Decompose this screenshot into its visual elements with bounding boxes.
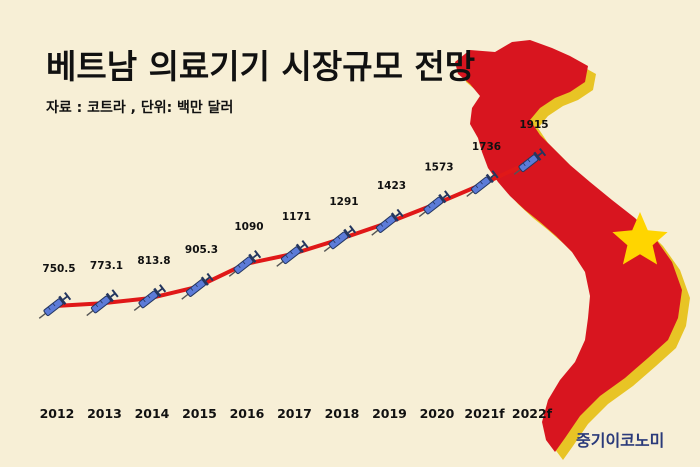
- data-label: 1291: [329, 196, 358, 208]
- data-label: 773.1: [90, 260, 123, 272]
- data-label: 1090: [234, 221, 263, 233]
- data-label: 1423: [377, 180, 406, 192]
- data-label: 750.5: [42, 263, 75, 275]
- syringe-icon: [38, 291, 72, 319]
- data-label: 905.3: [185, 244, 218, 256]
- data-label: 1736: [472, 141, 501, 153]
- data-label: 1171: [282, 211, 311, 223]
- chart-title: 베트남 의료기기 시장규모 전망: [46, 47, 475, 86]
- syringe-icon: [323, 225, 357, 253]
- x-tick-label: 2017: [277, 406, 312, 421]
- x-tick-label: 2016: [230, 406, 265, 421]
- data-label: 813.8: [137, 255, 170, 267]
- syringe-icon: [133, 284, 167, 312]
- x-tick-label: 2019: [372, 406, 407, 421]
- vietnam-map-icon: [455, 40, 690, 460]
- x-tick-label: 2018: [325, 406, 360, 421]
- data-label: 1915: [519, 119, 548, 131]
- syringe-icon: [513, 147, 547, 175]
- data-label: 1573: [424, 161, 453, 173]
- syringe-icon: [228, 250, 262, 277]
- syringe-icon: [86, 289, 119, 317]
- syringe-icon: [276, 239, 309, 267]
- x-tick-label: 2014: [135, 406, 170, 421]
- brand-logo: 중기이코노미: [576, 431, 664, 450]
- x-tick-label: 2022f: [512, 406, 553, 421]
- x-tick-label: 2013: [87, 406, 122, 421]
- x-tick-label: 2020: [420, 406, 455, 421]
- value-labels: 750.5 773.1 813.8 905.3 1090 1171 1291 1423 1573…: [42, 119, 548, 275]
- syringe-icon: [371, 208, 404, 236]
- x-tick-label: 2012: [40, 406, 75, 421]
- x-tick-label: 2021f: [464, 406, 505, 421]
- syringe-icon: [181, 272, 214, 300]
- x-axis-tick-labels: 2012 2013 2014 2015 2016 2017 2018 2019 2020 2021…: [40, 406, 553, 421]
- syringe-icon: [466, 170, 499, 197]
- chart-subtitle: 자료 : 코트라 , 단위: 백만 달러: [46, 99, 233, 116]
- syringe-icon: [418, 190, 452, 218]
- series-layer: [38, 147, 547, 319]
- star-icon: [612, 212, 668, 265]
- x-tick-label: 2015: [182, 406, 217, 421]
